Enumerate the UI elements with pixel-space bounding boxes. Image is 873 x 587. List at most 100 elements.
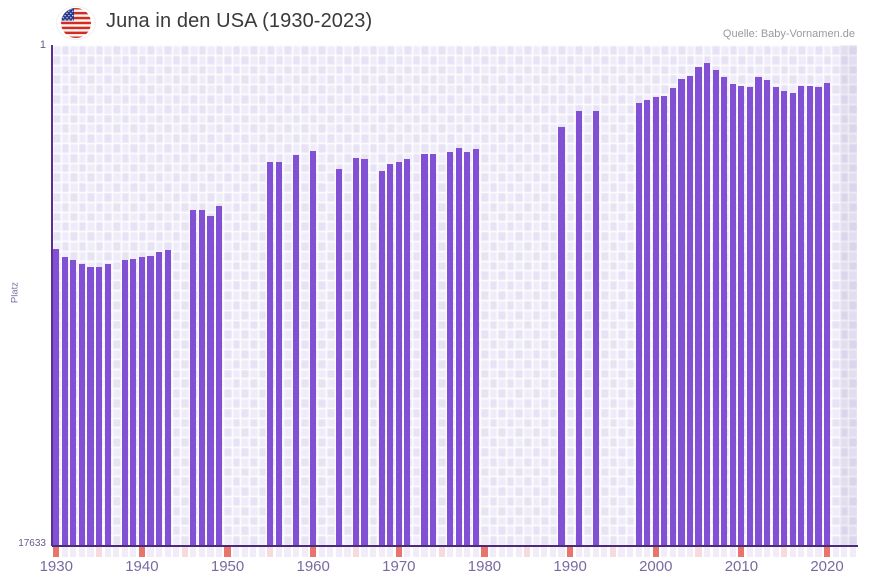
x-tick-mark [447, 547, 454, 557]
x-tick-mark [472, 547, 479, 557]
bar [644, 99, 651, 545]
x-axis-tick-strip [52, 547, 857, 557]
bar [455, 148, 462, 545]
x-tick-mark [524, 547, 531, 557]
x-tick-label: 1950 [210, 558, 245, 575]
x-tick-mark [746, 547, 754, 557]
plot-grid [52, 45, 857, 545]
x-tick-mark [96, 547, 103, 557]
bar [310, 150, 317, 545]
x-tick-mark [121, 547, 128, 557]
x-tick-mark [318, 547, 325, 557]
bar [87, 267, 94, 545]
x-tick-mark [78, 547, 86, 557]
plot-area [52, 45, 857, 545]
x-tick-mark [584, 547, 591, 557]
x-tick-mark [841, 547, 848, 557]
x-tick-mark [292, 547, 300, 557]
bar [815, 87, 822, 545]
bar [712, 70, 719, 545]
x-tick-mark [224, 547, 231, 557]
bar [652, 96, 659, 545]
x-tick-mark [721, 547, 728, 557]
bar [395, 162, 402, 545]
x-tick-mark [661, 547, 668, 557]
x-tick-mark [455, 547, 462, 557]
x-tick-mark [190, 547, 197, 557]
bar [798, 85, 805, 545]
x-tick-label: 2010 [724, 558, 759, 575]
x-tick-mark [498, 547, 505, 557]
x-tick-mark [438, 547, 445, 557]
x-tick-mark [87, 547, 94, 557]
x-tick-mark [644, 547, 651, 557]
x-tick-mark [798, 547, 805, 557]
bar [721, 77, 728, 545]
bar [635, 102, 642, 545]
bar [447, 152, 454, 545]
bar [207, 216, 214, 545]
x-tick-mark [344, 547, 351, 557]
x-tick-mark [626, 547, 634, 557]
bar [669, 88, 676, 545]
x-tick-mark [601, 547, 608, 557]
x-tick-mark [567, 547, 574, 557]
x-tick-mark [241, 547, 248, 557]
x-tick-mark [113, 547, 120, 557]
x-tick-mark [104, 547, 111, 557]
x-tick-mark [738, 547, 745, 557]
bar [695, 67, 702, 545]
x-tick-mark [609, 547, 616, 557]
x-tick-mark [729, 547, 736, 557]
bar [746, 87, 754, 545]
x-tick-mark [250, 547, 257, 557]
x-tick-mark [327, 547, 334, 557]
bar [121, 260, 128, 545]
x-tick-mark [695, 547, 702, 557]
x-tick-mark [481, 547, 488, 557]
bar [738, 85, 745, 545]
x-tick-label: 1930 [39, 558, 73, 575]
bar [661, 95, 668, 545]
x-tick-mark [147, 547, 154, 557]
bar [421, 153, 428, 545]
x-tick-label: 2020 [810, 558, 844, 575]
bar [729, 84, 736, 545]
bar [96, 267, 103, 545]
bar [190, 210, 197, 545]
x-tick-label: 1990 [553, 558, 587, 575]
x-tick-mark [267, 547, 274, 557]
bar [78, 264, 86, 545]
bar [164, 250, 171, 545]
bar [352, 157, 360, 545]
bar [387, 163, 394, 545]
us-flag-icon [57, 7, 95, 39]
bar [686, 75, 694, 545]
x-axis-tick-labels: 1930 1940 1950 1960 1970 1980 1990 2000 2010 2020 [0, 558, 873, 584]
x-tick-mark [575, 547, 582, 557]
x-tick-label: 1980 [467, 558, 502, 575]
x-tick-mark [669, 547, 676, 557]
x-tick-mark [207, 547, 214, 557]
x-tick-mark [815, 547, 822, 557]
bar [789, 92, 796, 545]
bar [464, 152, 471, 545]
x-tick-mark [489, 547, 497, 557]
x-tick-mark [335, 547, 342, 557]
x-tick-mark [233, 547, 240, 557]
x-tick-mark [832, 547, 839, 557]
bar [704, 62, 711, 545]
x-tick-mark [370, 547, 377, 557]
y-axis-top-label: 1 [39, 39, 46, 51]
x-tick-mark [352, 547, 360, 557]
x-tick-mark [275, 547, 282, 557]
x-tick-mark [181, 547, 188, 557]
x-tick-mark [507, 547, 514, 557]
y-axis-title: Platz [9, 281, 21, 304]
x-tick-mark [387, 547, 394, 557]
source-credit: Quelle: Baby-Vornamen.de [722, 28, 855, 40]
x-axis-line [52, 544, 858, 547]
bar [61, 257, 68, 545]
bar [275, 162, 282, 545]
